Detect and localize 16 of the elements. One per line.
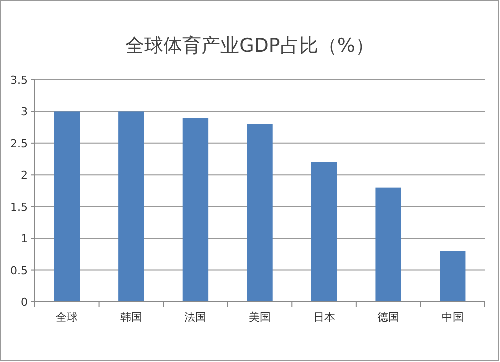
y-tick-label: 0 bbox=[21, 296, 28, 309]
y-tick-label: 3 bbox=[21, 106, 28, 119]
x-tick-label: 中国 bbox=[442, 311, 464, 324]
x-tick-label: 日本 bbox=[313, 311, 336, 324]
y-tick-label: 2.5 bbox=[10, 137, 28, 150]
y-tick-label: 3.5 bbox=[10, 74, 28, 87]
x-tick-label: 法国 bbox=[184, 311, 207, 324]
y-tick-label: 0.5 bbox=[10, 264, 28, 278]
x-tick-label: 德国 bbox=[378, 311, 400, 324]
y-tick-label: 1.5 bbox=[10, 200, 28, 214]
x-tick-label: 韩国 bbox=[120, 311, 142, 324]
x-tick-label: 全球 bbox=[56, 311, 78, 324]
x-tick-label: 美国 bbox=[249, 311, 271, 324]
title: 全球体育产业GDP占比（%） bbox=[126, 35, 374, 57]
y-tick-label: 2 bbox=[21, 169, 28, 182]
y-tick-label: 1 bbox=[21, 232, 28, 246]
